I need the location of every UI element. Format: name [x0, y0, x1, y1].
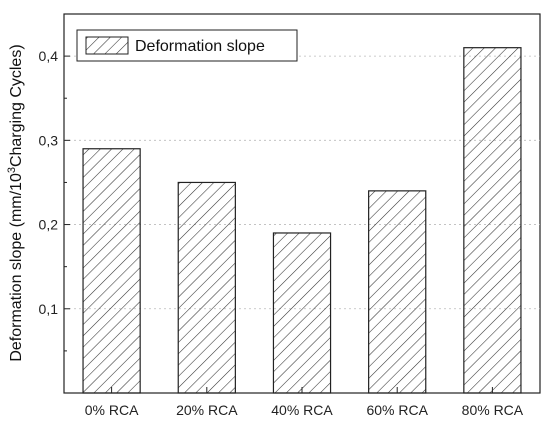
y-axis-label: Deformation slope (mm/103Charging Cycles…	[6, 44, 25, 361]
y-tick-label: 0,4	[39, 48, 59, 64]
bar-0-rca	[82, 148, 141, 394]
y-axis-label-tail: Charging Cycles)	[8, 44, 25, 167]
y-tick-label: 0,3	[39, 132, 59, 148]
legend-swatch	[85, 36, 129, 55]
y-tick-label: 0,1	[39, 301, 59, 317]
y-axis-label-main: Deformation slope (mm/10	[8, 173, 25, 362]
x-tick-label: 0% RCA	[85, 402, 139, 418]
y-axis-ticks: 0,1 0,2 0,3 0,4	[39, 13, 70, 352]
legend: Deformation slope	[76, 29, 298, 62]
x-tick-label: 20% RCA	[176, 402, 238, 418]
bar-20-rca	[177, 181, 236, 394]
x-axis-ticks: 0% RCA 20% RCA 40% RCA 60% RCA 80% RCA	[85, 387, 524, 418]
x-tick-label: 40% RCA	[271, 402, 333, 418]
x-tick-label: 80% RCA	[462, 402, 524, 418]
bar-60-rca	[368, 190, 427, 394]
y-tick-label: 0,2	[39, 217, 59, 233]
bar-40-rca	[272, 232, 332, 394]
x-tick-label: 60% RCA	[366, 402, 428, 418]
bars	[82, 47, 522, 394]
bar-80-rca	[463, 47, 522, 394]
grid-lines	[64, 55, 540, 310]
legend-label: Deformation slope	[135, 38, 265, 55]
y-axis-label-superscript: 3	[6, 167, 18, 173]
